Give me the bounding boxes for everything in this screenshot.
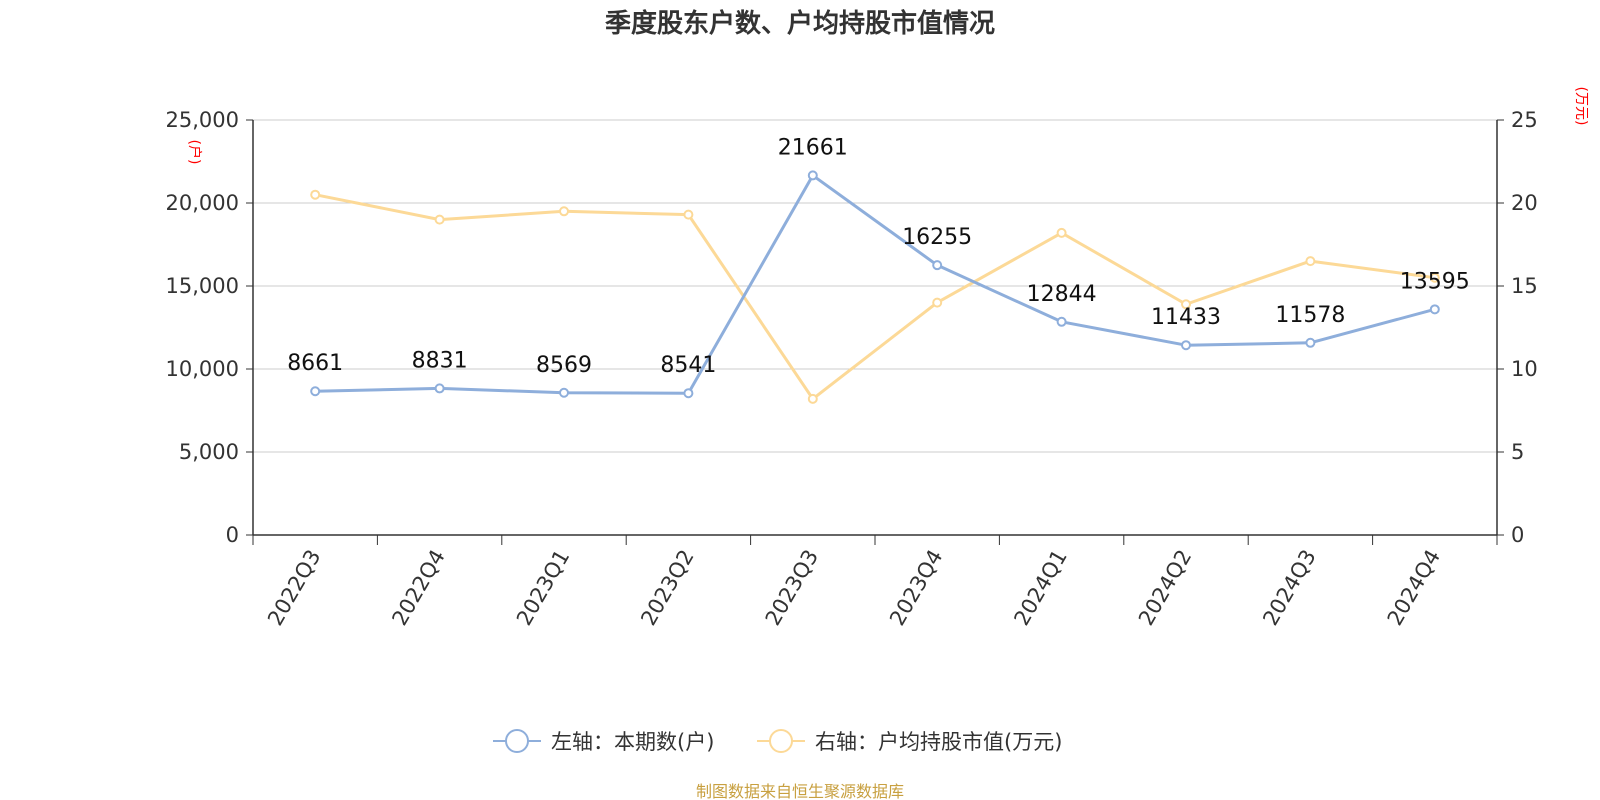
x-tick-label: 2024Q1 (1009, 546, 1071, 630)
x-ticks: 2022Q3 2022Q4 2023Q1 2023Q2 2023Q3 2023Q4 2024… (252, 535, 1498, 630)
data-label: 12844 (1027, 282, 1097, 307)
data-label: 8831 (412, 348, 468, 373)
point-right[interactable] (683, 209, 694, 220)
point-right[interactable] (932, 297, 943, 308)
right-tick-label: 20 (1511, 191, 1538, 215)
chart-title: 季度股东户数、户均持股市值情况 (605, 8, 995, 39)
left-tick-label: 20,000 (166, 191, 239, 215)
data-label: 16255 (902, 225, 972, 250)
data-label: 13595 (1400, 269, 1470, 294)
series-line-left (315, 173, 1436, 395)
point-right[interactable] (807, 393, 818, 404)
x-tick-label: 2023Q4 (885, 545, 947, 629)
right-tick-label: 5 (1511, 440, 1524, 464)
point-left[interactable] (310, 386, 321, 397)
right-tick-label: 10 (1511, 357, 1538, 381)
x-tick-label: 2023Q1 (512, 546, 574, 630)
series-line-right (314, 193, 1435, 401)
legend[interactable]: 左轴：本期数(户) 右轴：户均持股市值(万元) (493, 729, 1062, 754)
x-tick-label: 2023Q3 (761, 546, 823, 630)
data-label: 8661 (287, 351, 343, 376)
right-axis-unit: (万元) (1573, 87, 1589, 126)
point-left[interactable] (932, 260, 943, 271)
x-tick-label: 2024Q4 (1383, 546, 1445, 630)
point-left[interactable] (559, 387, 569, 398)
data-label: 21661 (778, 135, 848, 160)
point-right[interactable] (559, 206, 569, 217)
left-tick-label: 5,000 (179, 440, 239, 464)
point-right[interactable] (1429, 272, 1440, 283)
grid-lines (253, 119, 1497, 453)
right-tick-label: 25 (1511, 108, 1538, 132)
point-right[interactable] (1056, 227, 1067, 238)
left-tick-label: 15,000 (166, 274, 239, 298)
point-right[interactable] (1181, 299, 1191, 310)
point-left[interactable] (1305, 337, 1316, 348)
point-left[interactable] (1429, 304, 1440, 315)
x-tick-label: 2022Q3 (263, 546, 325, 630)
legend-label-left: 左轴：本期数(户) (551, 730, 714, 754)
point-left[interactable] (1181, 340, 1191, 351)
left-tick-label: 25,000 (166, 108, 239, 132)
left-tick-label: 0 (226, 523, 239, 547)
point-left[interactable] (434, 383, 445, 394)
x-tick-label: 2024Q3 (1258, 546, 1320, 630)
x-tick-label: 2023Q2 (636, 546, 698, 630)
right-y-ticks: 0 5 10 15 20 25 (1497, 108, 1538, 547)
right-tick-label: 15 (1511, 274, 1538, 298)
point-right[interactable] (1305, 256, 1316, 267)
point-left[interactable] (1056, 316, 1067, 327)
point-right[interactable] (310, 189, 321, 200)
source-note: 制图数据来自恒生聚源数据库 (696, 782, 904, 800)
legend-marker-right (769, 729, 793, 753)
legend-label-right: 右轴：户均持股市值(万元) (815, 730, 1062, 754)
legend-item-left[interactable]: 左轴：本期数(户) (493, 729, 714, 754)
point-left[interactable] (683, 388, 694, 399)
left-tick-label: 10,000 (166, 357, 239, 381)
point-left[interactable] (807, 170, 818, 181)
data-label: 8541 (660, 353, 716, 378)
data-labels: 8661 8831 8569 8541 21661 16255 12844 11433 1157… (287, 135, 1470, 378)
legend-item-right[interactable]: 右轴：户均持股市值(万元) (757, 729, 1062, 754)
left-y-ticks: 0 5,000 10,000 15,000 20,000 25,000 (166, 108, 253, 547)
x-tick-label: 2022Q4 (387, 546, 449, 630)
data-label: 11578 (1275, 303, 1345, 328)
point-right[interactable] (434, 214, 445, 225)
series-group (310, 170, 1440, 404)
left-axis-unit: (户) (186, 140, 203, 165)
data-label: 11433 (1151, 305, 1221, 330)
right-tick-label: 0 (1511, 523, 1524, 547)
legend-marker-left (505, 729, 529, 753)
data-label: 8569 (536, 353, 592, 378)
x-tick-label: 2024Q2 (1134, 546, 1196, 630)
